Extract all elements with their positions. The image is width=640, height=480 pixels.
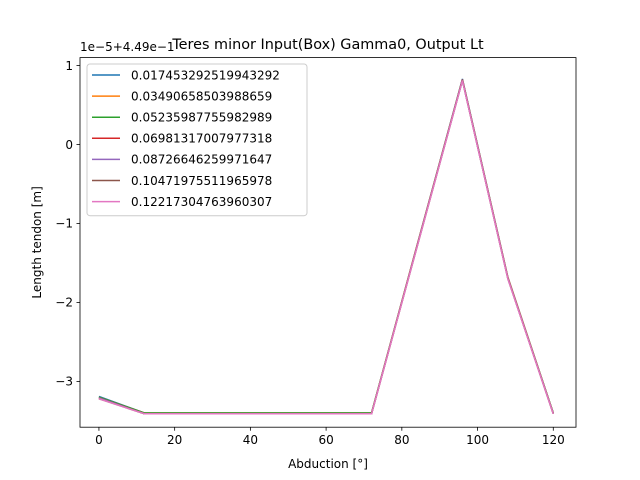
legend-label: 0.05235987755982989 [131, 111, 272, 125]
x-tick-label: 0 [95, 433, 103, 447]
x-tick-label: 100 [466, 433, 489, 447]
legend-label: 0.06981317007977318 [131, 132, 272, 146]
legend-label: 0.10471975511965978 [131, 174, 272, 188]
y-tick-label: 1 [65, 59, 73, 73]
y-tick-label: −1 [55, 217, 73, 231]
legend-label: 0.08726646259971647 [131, 153, 272, 167]
y-tick-label: 0 [65, 138, 73, 152]
legend-label: 0.017453292519943292 [131, 68, 280, 82]
y-axis-label: Length tendon [m] [30, 186, 44, 298]
plot-lines [98, 78, 554, 415]
legend-label: 0.03490658503988659 [131, 89, 272, 103]
plot-frame [79, 57, 577, 428]
y-tick-label: −2 [55, 296, 73, 310]
x-tick-label: 120 [542, 433, 565, 447]
x-axis-ticks: 0 20 40 60 80 100 120 [95, 427, 565, 447]
x-axis-label: Abduction [°] [288, 457, 368, 471]
legend-box [86, 63, 308, 217]
x-tick-label: 40 [243, 433, 258, 447]
y-tick-label: −3 [55, 375, 73, 389]
x-tick-label: 80 [394, 433, 409, 447]
legend-label: 0.12217304763960307 [131, 195, 272, 209]
x-tick-label: 20 [167, 433, 182, 447]
y-axis-ticks: 1 0 −1 −2 −3 [55, 59, 80, 389]
chart-title: Teres minor Input(Box) Gamma0, Output Lt [171, 37, 484, 53]
x-tick-label: 60 [318, 433, 333, 447]
y-axis-offset-text: 1e−5+4.49e−1 [80, 40, 175, 54]
series-line-7 [98, 80, 554, 415]
legend: 0.017453292519943292 0.03490658503988659 0… [86, 63, 308, 217]
